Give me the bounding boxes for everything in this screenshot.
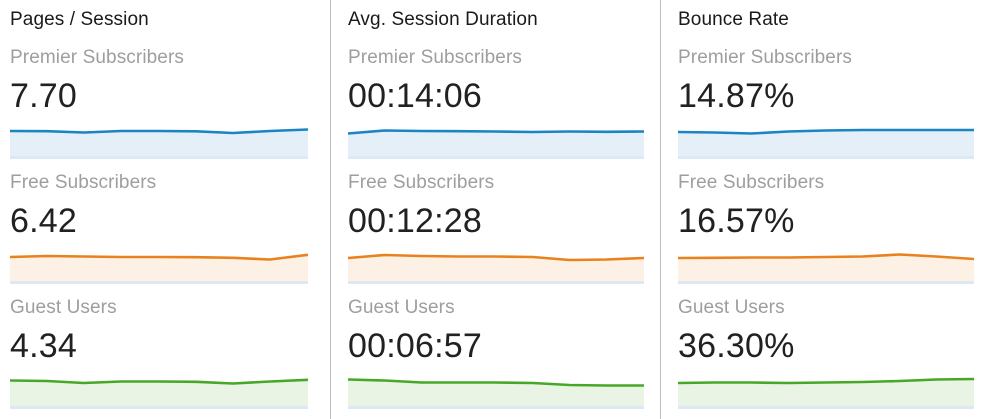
segment-value: 00:12:28 <box>348 202 482 240</box>
sparkline-area-chart <box>10 128 308 159</box>
segment-value: 36.30% <box>678 327 795 365</box>
segment-label: Free Subscribers <box>348 172 495 193</box>
segment-free-subscribers: Free Subscribers 16.57% <box>678 171 974 284</box>
metric-column-bounce-rate: Bounce Rate Premier Subscribers 14.87% F… <box>660 0 990 419</box>
segment-label: Guest Users <box>10 297 117 318</box>
segment-value: 6.42 <box>10 202 77 240</box>
metric-title: Bounce Rate <box>678 9 789 30</box>
segment-guest-users: Guest Users 36.30% <box>678 296 974 409</box>
segment-label: Guest Users <box>678 297 785 318</box>
metric-title: Avg. Session Duration <box>348 9 538 30</box>
sparkline-area-chart <box>348 253 644 284</box>
segment-premier-subscribers: Premier Subscribers 00:14:06 <box>348 46 644 159</box>
segment-label: Premier Subscribers <box>348 47 523 68</box>
segment-value: 16.57% <box>678 202 795 240</box>
segment-guest-users: Guest Users 4.34 <box>10 296 308 409</box>
segment-premier-subscribers: Premier Subscribers 7.70 <box>10 46 308 159</box>
segment-value: 14.87% <box>678 77 795 115</box>
segment-premier-subscribers: Premier Subscribers 14.87% <box>678 46 974 159</box>
metric-title: Pages / Session <box>10 9 149 30</box>
segment-free-subscribers: Free Subscribers 00:12:28 <box>348 171 644 284</box>
metric-column-avg-session-duration: Avg. Session Duration Premier Subscriber… <box>330 0 660 419</box>
segment-label: Premier Subscribers <box>678 47 853 68</box>
metric-column-pages-session: Pages / Session Premier Subscribers 7.70… <box>0 0 330 419</box>
segment-label: Guest Users <box>348 297 455 318</box>
sparkline-area-chart <box>10 253 308 284</box>
sparkline-area-chart <box>10 378 308 409</box>
sparkline-area-chart <box>348 129 644 159</box>
segment-label: Premier Subscribers <box>10 47 185 68</box>
segment-label: Free Subscribers <box>10 172 157 193</box>
sparkline-area-chart <box>678 377 974 409</box>
segment-label: Free Subscribers <box>678 172 825 193</box>
segment-value: 4.34 <box>10 327 77 365</box>
segment-free-subscribers: Free Subscribers 6.42 <box>10 171 308 284</box>
segment-value: 00:14:06 <box>348 77 482 115</box>
sparkline-area-chart <box>348 378 644 409</box>
sparkline-area-chart <box>678 128 974 159</box>
segment-guest-users: Guest Users 00:06:57 <box>348 296 644 409</box>
segment-value: 00:06:57 <box>348 327 482 365</box>
segment-value: 7.70 <box>10 77 77 115</box>
sparkline-area-chart <box>678 253 974 284</box>
